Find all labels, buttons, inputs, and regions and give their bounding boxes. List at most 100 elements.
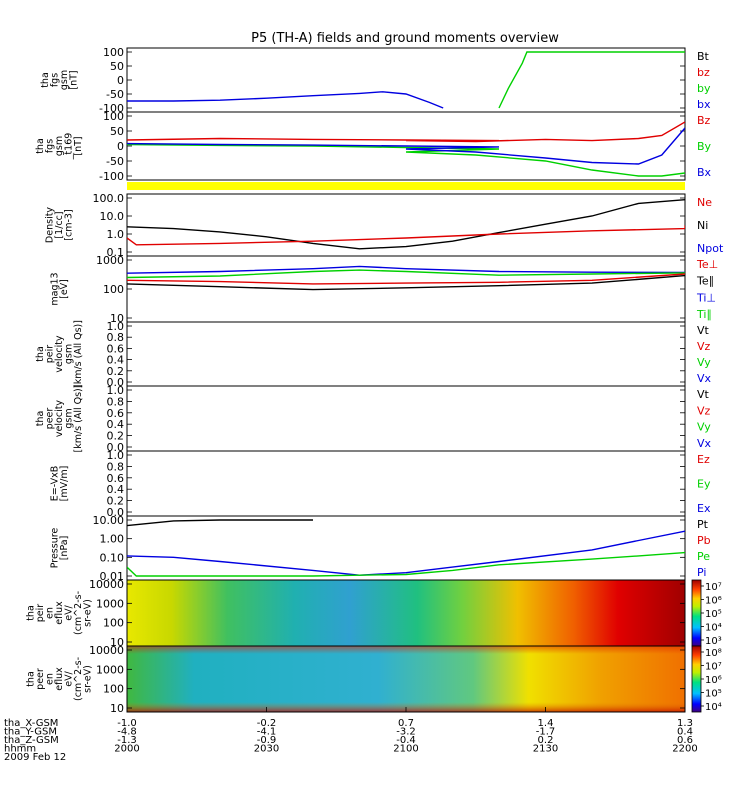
y-axis-title-line: tha	[40, 72, 51, 88]
legend-entry: bz	[697, 66, 710, 79]
series-line-Pt	[127, 519, 313, 527]
y-axis-title-line: velocity	[54, 400, 65, 438]
orbit-row-label: hhmm	[4, 744, 36, 755]
legend-entry: Te⊥	[696, 258, 718, 271]
y-axis-title-line: eV/	[64, 670, 75, 686]
y-tick-label: 1000	[96, 254, 124, 267]
y-tick-label: 50	[110, 125, 124, 138]
legend-entry: Pi	[697, 566, 706, 579]
panel-frame	[126, 385, 686, 452]
orbit-row-label: tha_Z-GSM	[4, 735, 59, 746]
series-line-bx	[127, 91, 444, 109]
y-tick-label: 0	[117, 140, 124, 153]
y-axis-title-line: gsm	[59, 70, 70, 90]
y-tick-label: 0.6	[107, 407, 125, 420]
legend-entry: Pb	[697, 534, 711, 547]
y-tick-label: 1.0	[107, 449, 125, 462]
y-axis-title: Pressure[nPa]	[49, 528, 70, 569]
colorbar-label: 10⁴	[705, 623, 722, 634]
y-tick-label: -100	[99, 170, 124, 183]
panel-temperature: 1000 100 10 mag13[eV] Te⊥ Te∥ Ti⊥ Ti∥	[49, 254, 718, 325]
orbit-row-value: 1.3	[677, 718, 693, 729]
orbit-row-value: 2030	[254, 744, 279, 755]
y-tick-label: 0.2	[107, 430, 125, 443]
orbit-row-value: -4.8	[117, 727, 137, 738]
y-tick-label: 0.2	[107, 365, 125, 378]
orbit-row-value: 2000	[114, 744, 139, 755]
y-axis-title-line: gsm	[54, 136, 65, 156]
panel-frame	[126, 255, 686, 323]
series-line-Pi	[127, 530, 685, 576]
y-axis-title-line: [km/s (All Qs)]	[73, 385, 84, 453]
legend-entry: bx	[697, 98, 711, 111]
colorbar-peir_spec	[691, 579, 702, 647]
legend-entry: Pe	[697, 550, 710, 563]
y-tick-label: 10.00	[93, 514, 125, 527]
y-axis-title-line: [cm-3]	[64, 209, 75, 240]
spectrogram-peir_spec	[127, 580, 685, 646]
panel-frame	[126, 47, 686, 113]
y-axis-title-line: eflux	[54, 601, 65, 625]
legend-entry: Pt	[697, 518, 709, 531]
legend-entry: Ti⊥	[696, 291, 716, 304]
y-tick-label: 0.8	[107, 331, 125, 344]
series-line-Te∥	[127, 274, 685, 291]
y-axis-title-line: sr-eV)	[83, 665, 94, 693]
y-tick-label: 1.0	[107, 228, 125, 241]
legend-entry: Vx	[697, 437, 712, 450]
y-axis-title: mag13[eV]	[49, 272, 70, 305]
panel-efield: 1.00.80.60.40.20.0 E=-VxB[mV/m] Ez Ey Ex	[49, 449, 711, 519]
series-line-Ti∥	[127, 269, 685, 279]
panel-frame	[126, 450, 686, 517]
orbit-row-value: -0.2	[257, 718, 277, 729]
series-line-Bz	[127, 121, 685, 143]
orbit-row-value: 0.2	[538, 735, 554, 746]
y-axis-title-line: E=-VxB	[49, 466, 60, 501]
orbit-row-value: -1.7	[536, 727, 556, 738]
series-line-Ni	[127, 199, 685, 250]
legend-entry: By	[697, 140, 712, 153]
y-tick-label: 0.0	[107, 376, 125, 389]
legend-entry: Vz	[697, 404, 711, 417]
y-tick-label: 0.01	[100, 570, 125, 583]
y-axis-title-line: [km/s (All Qs)]	[73, 320, 84, 388]
y-axis-title-line: tha	[26, 671, 37, 687]
series-line-Te⊥	[127, 273, 685, 285]
y-tick-label: 0.6	[107, 472, 125, 485]
y-axis-title-line: fgs	[49, 73, 60, 87]
y-tick-label: 1000	[96, 597, 124, 610]
y-tick-label: 1.0	[107, 320, 125, 333]
y-tick-label: 0.6	[107, 342, 125, 355]
y-axis-title-line: (cm^2-s-	[73, 591, 84, 635]
y-tick-label: 1.00	[100, 533, 125, 546]
y-tick-label: 100	[103, 110, 124, 123]
colorbar-label: 10³	[705, 636, 722, 647]
y-tick-label: 10000	[89, 644, 124, 657]
y-tick-label: 0.4	[107, 418, 125, 431]
y-tick-label: 10	[110, 702, 124, 715]
y-tick-label: 0.8	[107, 395, 125, 408]
orbit-row-label: tha_X-GSM	[4, 718, 58, 729]
y-axis-title-line: tha	[26, 605, 37, 621]
colorbar-label: 10⁴	[705, 702, 722, 713]
y-axis-title-line: mag13	[49, 272, 60, 305]
orbit-row-value: -1.3	[117, 735, 137, 746]
y-tick-label: 0.4	[107, 483, 125, 496]
y-tick-label: 100	[103, 617, 124, 630]
orbit-row-value: 0.7	[398, 718, 414, 729]
y-axis-title-line: tha	[35, 346, 46, 362]
date-label: 2009 Feb 12	[4, 752, 66, 763]
y-axis-title-line: sr-eV)	[83, 599, 94, 627]
y-axis-title-line: en	[45, 607, 56, 619]
orbit-row-value: -1.0	[117, 718, 137, 729]
legend-entry: Ez	[697, 453, 710, 466]
orbit-row-value: 2100	[393, 744, 418, 755]
orbit-row-value: -0.4	[396, 735, 416, 746]
orbit-row-value: -3.2	[396, 727, 416, 738]
